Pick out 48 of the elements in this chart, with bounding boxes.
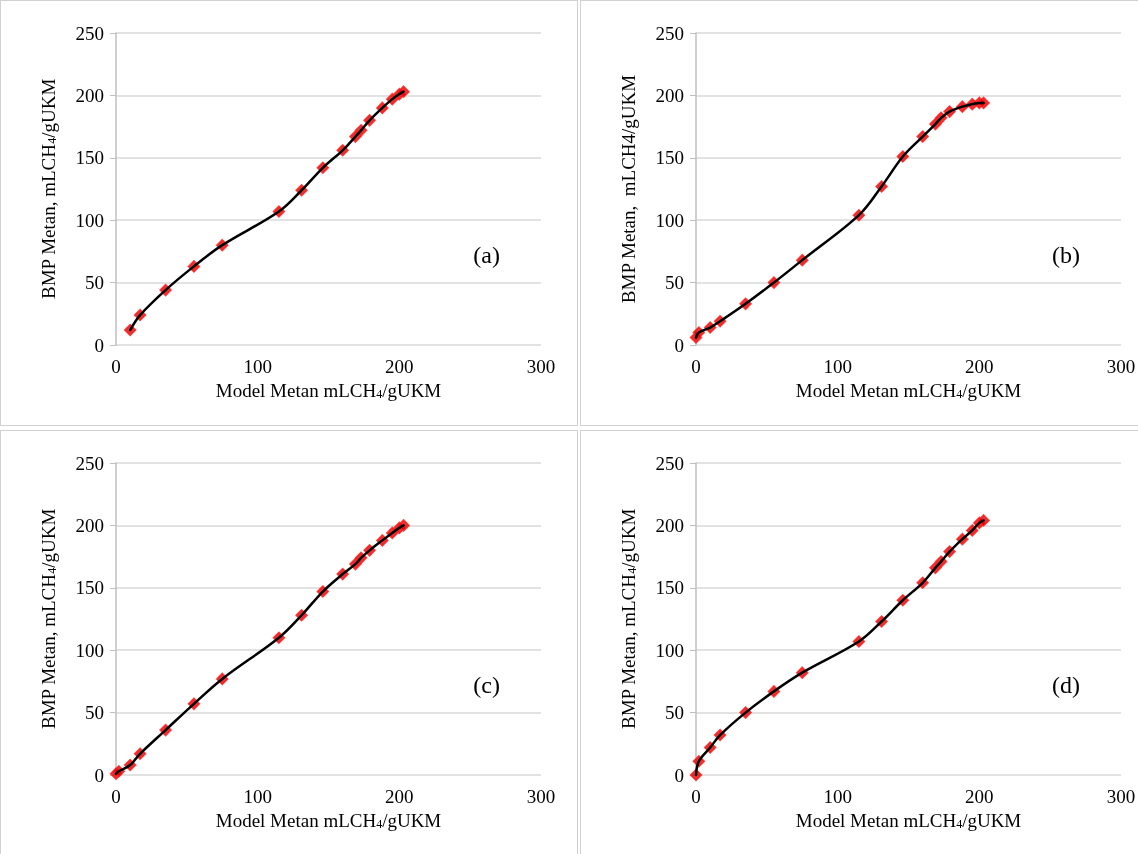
x-tick-label: 100 xyxy=(243,356,272,377)
y-tick-label: 200 xyxy=(75,84,104,106)
x-tick-label: 100 xyxy=(823,786,852,807)
x-tick-label: 200 xyxy=(385,786,414,807)
y-axis-title: BMP Metan, mLCH4/gUKM xyxy=(37,508,59,730)
annotation: (d) xyxy=(1052,672,1080,698)
y-tick-label: 0 xyxy=(94,764,104,786)
y-axis-title: BMP Metan, mLCH4/gUKM xyxy=(617,508,639,730)
x-tick-label: 100 xyxy=(823,356,852,377)
x-tick-label: 100 xyxy=(243,786,272,807)
y-tick-label: 150 xyxy=(655,577,684,599)
y-tick-label: 50 xyxy=(665,272,684,294)
y-tick-label: 100 xyxy=(75,639,104,661)
y-tick-label: 150 xyxy=(655,147,684,169)
x-tick-label: 0 xyxy=(111,786,121,807)
x-tick-label: 300 xyxy=(1106,356,1136,377)
y-tick-label: 150 xyxy=(75,147,104,169)
y-tick-label: 250 xyxy=(75,452,104,474)
y-tick-label: 100 xyxy=(655,209,684,231)
x-tick-label: 0 xyxy=(111,356,121,377)
y-tick-label: 200 xyxy=(75,514,104,536)
y-tick-label: 100 xyxy=(75,209,104,231)
y-tick-label: 0 xyxy=(674,334,684,356)
x-tick-label: 300 xyxy=(526,786,556,807)
y-tick-label: 250 xyxy=(655,452,684,474)
y-tick-label: 50 xyxy=(85,272,104,294)
y-tick-label: 200 xyxy=(655,514,684,536)
y-tick-label: 200 xyxy=(655,84,684,106)
x-tick-label: 300 xyxy=(1106,786,1136,807)
x-tick-label: 0 xyxy=(691,356,701,377)
y-axis-title: BMP Metan, mLCH4/gUKM xyxy=(37,78,59,300)
x-tick-label: 200 xyxy=(965,786,994,807)
y-tick-label: 0 xyxy=(674,764,684,786)
x-tick-label: 200 xyxy=(965,356,994,377)
x-tick-label: 0 xyxy=(691,786,701,807)
y-tick-label: 50 xyxy=(85,702,104,724)
y-tick-label: 250 xyxy=(655,22,684,44)
annotation: (b) xyxy=(1052,242,1080,268)
y-tick-label: 150 xyxy=(75,577,104,599)
y-tick-label: 100 xyxy=(655,639,684,661)
annotation: (c) xyxy=(473,672,500,698)
y-axis-title: BMP Metan, mLCH4/gUKM xyxy=(618,74,639,304)
x-tick-label: 300 xyxy=(526,356,556,377)
x-tick-label: 200 xyxy=(385,356,414,377)
y-tick-label: 0 xyxy=(94,334,104,356)
y-tick-label: 250 xyxy=(75,22,104,44)
annotation: (a) xyxy=(473,242,500,268)
y-tick-label: 50 xyxy=(665,702,684,724)
